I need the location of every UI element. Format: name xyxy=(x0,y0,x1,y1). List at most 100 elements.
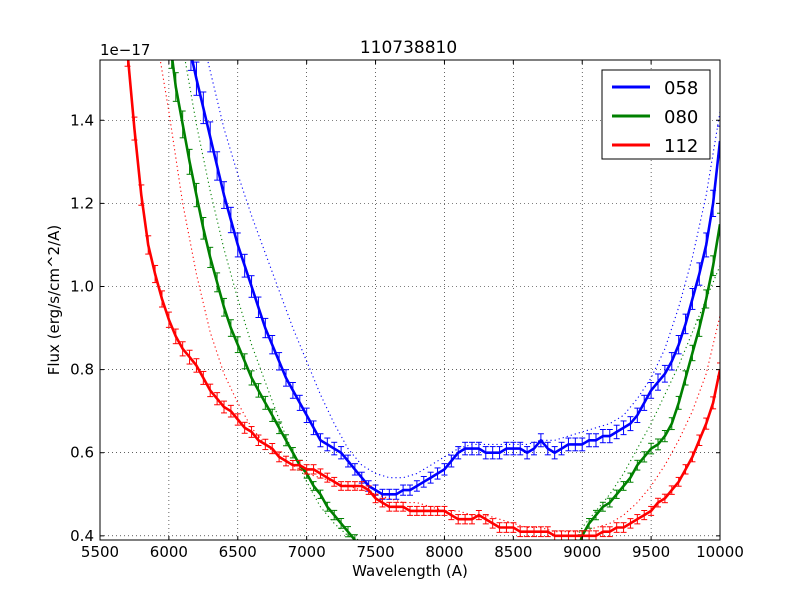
data-point-080 xyxy=(620,481,627,491)
x-tick-label: 5500 xyxy=(81,543,119,561)
data-point-112 xyxy=(510,522,517,533)
data-point-058 xyxy=(324,437,331,452)
data-point-080 xyxy=(593,509,599,521)
data-point-058 xyxy=(675,334,682,355)
data-point-112 xyxy=(283,455,289,467)
data-point-112 xyxy=(586,530,593,540)
data-point-058 xyxy=(655,373,661,391)
data-point-058 xyxy=(296,394,303,411)
data-point-080 xyxy=(179,110,186,139)
model-line-058 xyxy=(207,60,720,479)
data-point-112 xyxy=(689,451,696,463)
data-point-058 xyxy=(613,424,620,440)
data-point-058 xyxy=(544,441,551,456)
x-tick-label: 6500 xyxy=(219,543,257,561)
data-point-058 xyxy=(427,471,434,484)
data-point-112 xyxy=(207,383,214,398)
data-point-112 xyxy=(165,311,172,328)
data-point-058 xyxy=(627,416,634,432)
data-point-058 xyxy=(551,446,558,460)
series-line-080 xyxy=(171,60,356,540)
data-point-112 xyxy=(420,505,427,516)
data-point-058 xyxy=(510,441,517,456)
data-point-112 xyxy=(661,493,668,504)
data-point-080 xyxy=(186,148,193,175)
x-tick-label: 8500 xyxy=(494,543,532,561)
data-point-058 xyxy=(524,446,531,460)
data-point-112 xyxy=(338,481,345,491)
data-point-058 xyxy=(489,446,496,460)
data-point-112 xyxy=(345,481,351,491)
data-point-112 xyxy=(482,514,489,525)
data-point-112 xyxy=(289,459,296,471)
data-point-080 xyxy=(234,336,241,354)
data-point-112 xyxy=(531,526,537,538)
data-point-058 xyxy=(558,441,565,456)
data-point-080 xyxy=(606,497,613,508)
data-point-112 xyxy=(262,438,269,451)
data-point-112 xyxy=(159,290,165,308)
data-point-112 xyxy=(668,485,675,495)
data-point-080 xyxy=(696,319,703,337)
data-point-080 xyxy=(345,526,351,538)
data-point-058 xyxy=(393,488,400,500)
data-point-080 xyxy=(276,421,283,435)
data-point-058 xyxy=(413,480,420,492)
data-point-080 xyxy=(207,246,214,268)
data-point-058 xyxy=(475,441,482,456)
data-point-080 xyxy=(172,72,179,102)
data-point-112 xyxy=(248,426,255,438)
data-point-058 xyxy=(586,433,593,448)
data-point-112 xyxy=(572,530,579,540)
data-point-112 xyxy=(393,501,400,512)
data-point-080 xyxy=(675,395,682,410)
data-point-112 xyxy=(372,493,379,504)
data-point-058 xyxy=(434,467,441,480)
data-point-112 xyxy=(696,434,703,446)
data-point-112 xyxy=(303,464,310,475)
data-point-058 xyxy=(262,317,269,339)
data-point-058 xyxy=(593,433,599,448)
data-point-112 xyxy=(710,396,717,410)
x-tick-label: 9000 xyxy=(563,543,601,561)
data-point-058 xyxy=(310,420,317,436)
data-point-058 xyxy=(696,262,703,286)
data-point-112 xyxy=(296,459,303,471)
x-tick-label: 10000 xyxy=(696,543,744,561)
y-offset-label: 1e−17 xyxy=(100,41,150,59)
data-point-112 xyxy=(227,404,234,418)
data-point-058 xyxy=(448,454,455,468)
data-point-112 xyxy=(214,392,221,406)
x-tick-label: 6000 xyxy=(150,543,188,561)
y-tick-label: 1.0 xyxy=(70,277,94,295)
data-point-058 xyxy=(400,484,407,496)
data-point-112 xyxy=(455,514,462,525)
data-point-058 xyxy=(351,463,358,476)
data-point-058 xyxy=(661,364,668,383)
data-point-080 xyxy=(255,383,262,398)
y-tick-label: 1.4 xyxy=(70,111,94,129)
data-point-112 xyxy=(400,501,407,512)
data-point-112 xyxy=(413,505,420,516)
data-point-112 xyxy=(193,358,200,373)
data-point-058 xyxy=(221,181,227,209)
data-point-080 xyxy=(317,489,324,499)
data-point-112 xyxy=(324,472,331,483)
data-point-112 xyxy=(599,526,606,538)
data-point-112 xyxy=(682,464,689,475)
data-point-112 xyxy=(613,522,620,533)
data-point-112 xyxy=(331,476,338,487)
data-point-058 xyxy=(234,232,241,258)
data-point-112 xyxy=(641,509,648,521)
data-point-058 xyxy=(407,484,413,496)
y-tick-label: 0.4 xyxy=(70,527,94,545)
data-point-112 xyxy=(200,370,207,385)
data-point-080 xyxy=(668,417,675,431)
data-point-058 xyxy=(648,381,655,399)
legend-label-112: 112 xyxy=(664,136,698,157)
data-point-058 xyxy=(703,232,710,258)
x-tick-label: 7000 xyxy=(288,543,326,561)
data-point-112 xyxy=(475,509,482,521)
data-point-080 xyxy=(200,217,207,240)
